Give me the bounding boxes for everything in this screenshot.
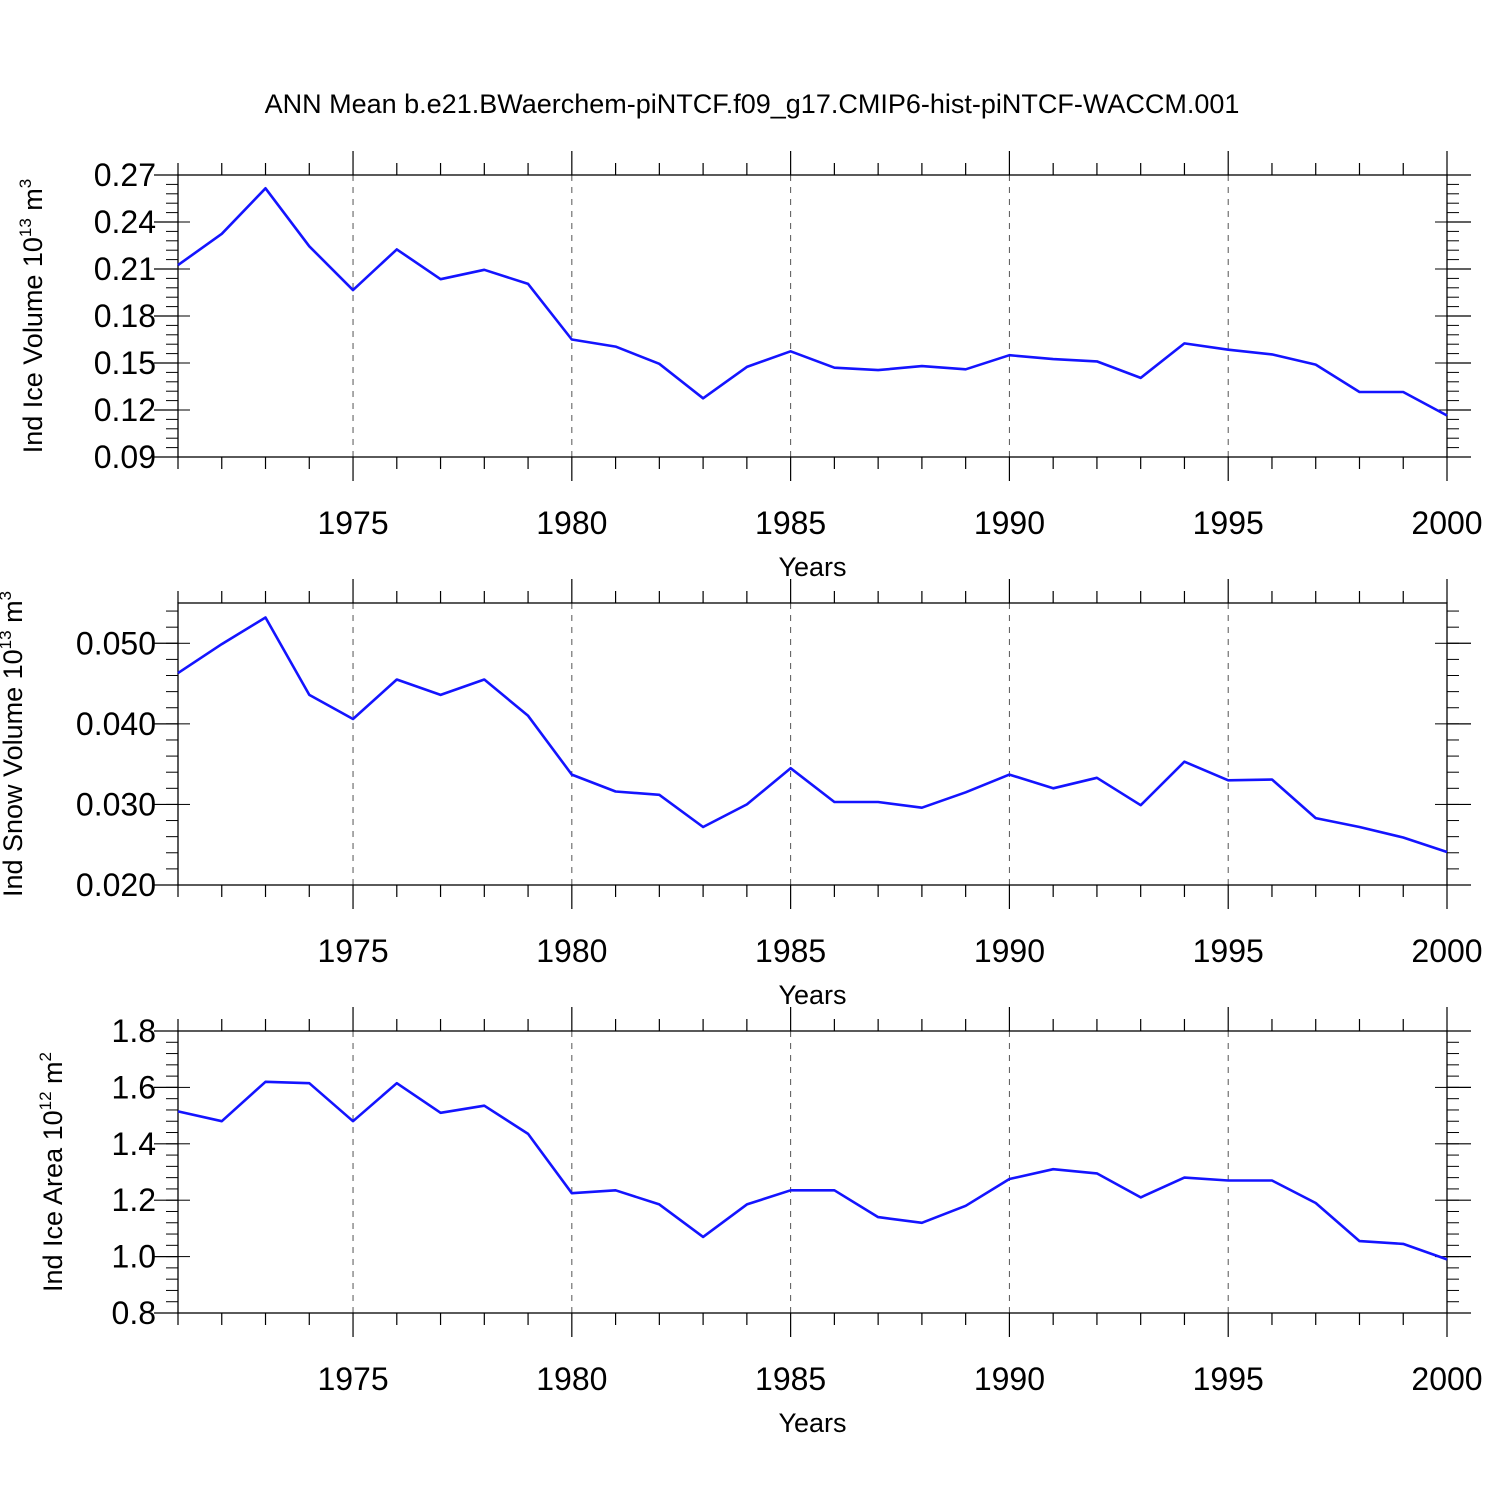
y-axis-title: Ind Snow Volume 1013 m3 — [0, 591, 28, 897]
y-tick-label: 0.09 — [94, 439, 156, 475]
panel-ice-volume: 0.09 0.12 0.15 0.18 0.21 0.24 0.27 1975 1980 1985… — [16, 151, 1483, 582]
panel-ice-area: 0.8 1.0 1.2 1.4 1.6 1.8 1975 1980 1985 1990 1995 20… — [36, 1007, 1483, 1438]
y-tick-label: 0.27 — [94, 157, 156, 193]
x-tick-label: 2000 — [1411, 505, 1482, 541]
y-tick-label: 0.12 — [94, 392, 156, 428]
x-tick-label: 1995 — [1193, 505, 1264, 541]
y-axis-title-superscript: 3 — [16, 179, 35, 188]
y-tick-label: 0.18 — [94, 298, 156, 334]
x-tick-label: 1985 — [755, 1361, 826, 1397]
y-tick-label: 1.8 — [112, 1013, 156, 1049]
x-tick-label: 1985 — [755, 505, 826, 541]
x-tick-label: 1975 — [317, 1361, 388, 1397]
y-tick-label: 0.8 — [112, 1295, 156, 1331]
y-tick-label: 0.21 — [94, 251, 156, 287]
y-axis-title-part: Ind Snow Volume 10 — [0, 649, 28, 897]
series-line-ice-volume — [177, 187, 1448, 417]
x-tick-label: 1975 — [317, 933, 388, 969]
y-axis-title-superscript: 2 — [36, 1052, 55, 1061]
x-tick-label: 1990 — [974, 933, 1045, 969]
x-tick-label: 1980 — [536, 1361, 607, 1397]
y-tick-label: 1.2 — [112, 1182, 156, 1218]
y-tick-label: 0.050 — [76, 625, 156, 661]
series-line-ice-area — [177, 1080, 1448, 1261]
panel-snow-volume: 0.020 0.030 0.040 0.050 1975 1980 1985 1990 1995… — [0, 579, 1483, 1010]
y-axis-title-part: Ind Ice Volume 10 — [18, 237, 48, 453]
series-line-snow-volume — [177, 616, 1448, 854]
x-tick-label: 1980 — [536, 505, 607, 541]
figure-title: ANN Mean b.e21.BWaerchem-piNTCF.f09_g17.… — [265, 89, 1240, 119]
x-axis-title: Years — [778, 1408, 846, 1438]
y-axis-title-part: m — [0, 600, 28, 630]
y-axis-title-part: m — [38, 1061, 68, 1091]
y-axis-title-superscript: 13 — [0, 630, 15, 649]
plot-frame — [177, 1030, 1448, 1314]
y-axis-title-superscript: 13 — [16, 218, 35, 237]
y-tick-label: 1.6 — [112, 1069, 156, 1105]
x-tick-label: 1990 — [974, 1361, 1045, 1397]
y-axis-title-superscript: 3 — [0, 591, 15, 600]
x-tick-label: 2000 — [1411, 1361, 1482, 1397]
x-tick-label: 1985 — [755, 933, 826, 969]
y-axis-title-part: m — [18, 188, 48, 218]
y-axis-title: Ind Ice Area 1012 m2 — [36, 1052, 68, 1292]
y-tick-label: 0.040 — [76, 706, 156, 742]
x-axis-title: Years — [778, 980, 846, 1010]
y-tick-label: 0.24 — [94, 204, 156, 240]
y-tick-label: 0.030 — [76, 786, 156, 822]
y-axis-title: Ind Ice Volume 1013 m3 — [16, 179, 48, 454]
x-tick-label: 1995 — [1193, 1361, 1264, 1397]
y-axis-title-superscript: 12 — [36, 1091, 55, 1110]
y-axis-title-part: Ind Ice Area 10 — [38, 1110, 68, 1292]
y-tick-label: 0.15 — [94, 345, 156, 381]
x-tick-label: 1990 — [974, 505, 1045, 541]
x-tick-label: 1980 — [536, 933, 607, 969]
x-tick-label: 2000 — [1411, 933, 1482, 969]
x-tick-label: 1975 — [317, 505, 388, 541]
x-tick-label: 1995 — [1193, 933, 1264, 969]
y-tick-label: 1.0 — [112, 1239, 156, 1275]
y-tick-label: 0.020 — [76, 867, 156, 903]
x-axis-title: Years — [778, 552, 846, 582]
y-tick-label: 1.4 — [112, 1126, 156, 1162]
plot-frame — [177, 602, 1448, 886]
